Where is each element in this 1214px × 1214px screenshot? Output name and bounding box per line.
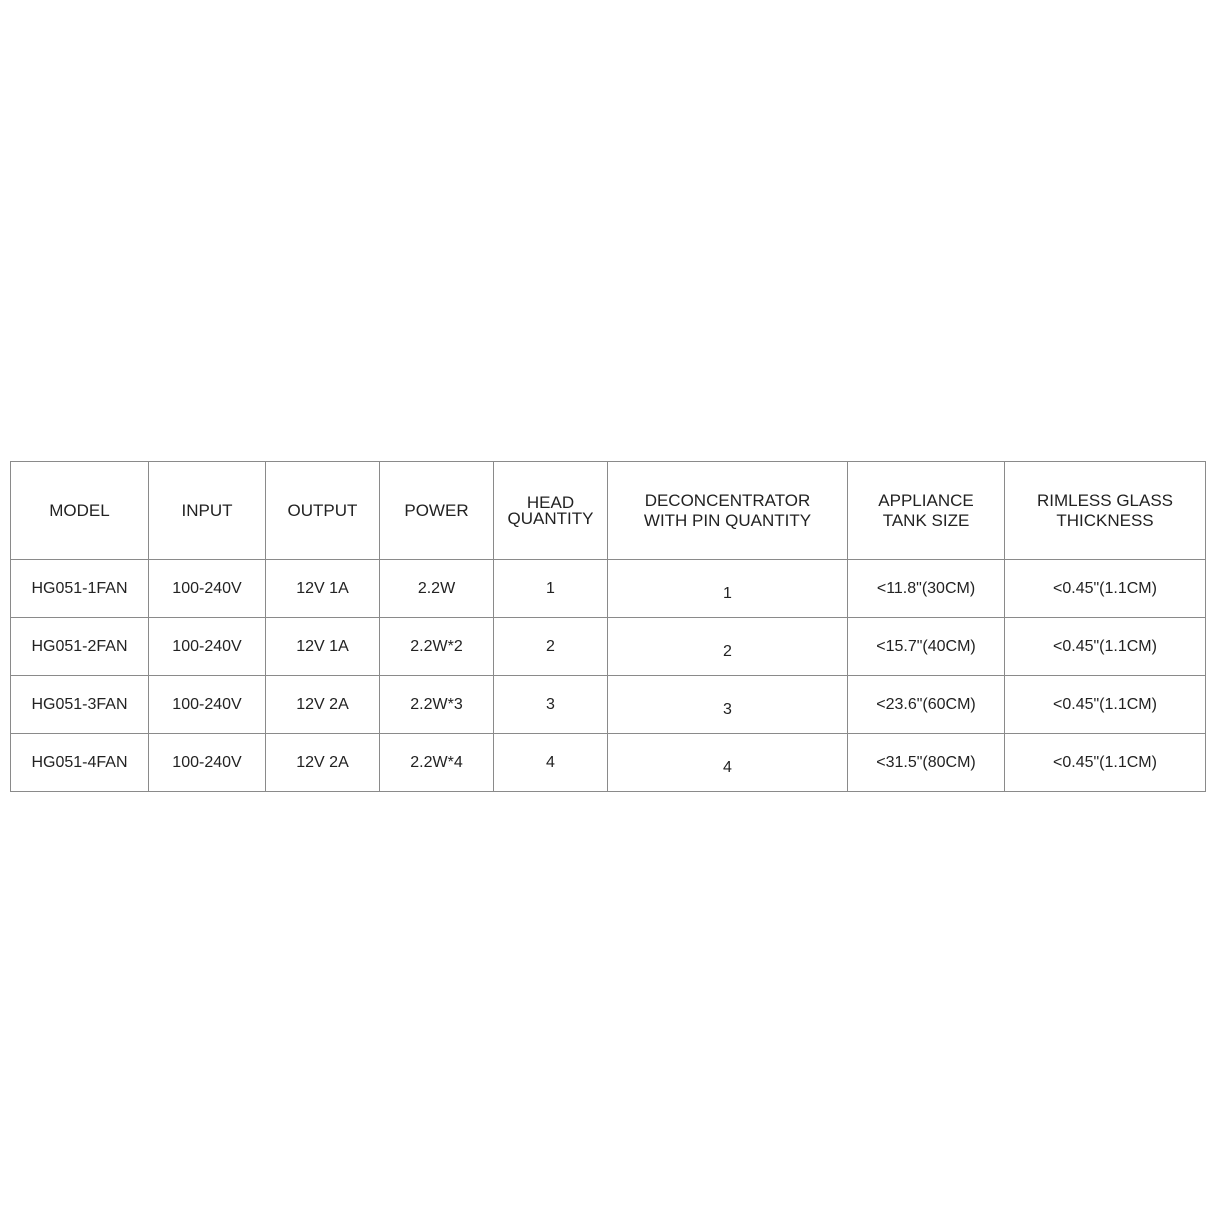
header-line: POWER [404, 500, 469, 520]
cell-output: 12V 2A [265, 675, 380, 734]
cell-rimless-glass-thickness: <0.45"(1.1CM) [1004, 559, 1206, 618]
cell-appliance-tank-size: <15.7"(40CM) [847, 617, 1005, 676]
cell-model: HG051-4FAN [10, 733, 149, 792]
cell-input: 100-240V [148, 733, 266, 792]
cell-input: 100-240V [148, 559, 266, 618]
header-line: MODEL [49, 500, 110, 520]
cell-power: 2.2W*2 [379, 617, 494, 676]
table-row: HG051-2FAN 100-240V 12V 1A 2.2W*2 2 2 <15.7"(4… [10, 617, 1206, 676]
header-output: OUTPUT [265, 461, 380, 560]
header-deconcentrator-pin-quantity: DECONCENTRATOR WITH PIN QUANTITY [607, 461, 848, 560]
cell-deconcentrator-pin-quantity: 4 [607, 733, 848, 792]
header-head-quantity: HEAD QUANTITY [493, 461, 608, 560]
header-power: POWER [379, 461, 494, 560]
header-line: OUTPUT [287, 500, 358, 520]
table-row: HG051-1FAN 100-240V 12V 1A 2.2W 1 1 <11.8"(30C… [10, 559, 1206, 618]
cell-head-quantity: 2 [493, 617, 608, 676]
cell-appliance-tank-size: <31.5"(80CM) [847, 733, 1005, 792]
cell-model: HG051-3FAN [10, 675, 149, 734]
header-input: INPUT [148, 461, 266, 560]
header-line: APPLIANCE [878, 490, 974, 510]
header-rimless-glass-thickness: RIMLESS GLASS THICKNESS [1004, 461, 1206, 560]
table-row: HG051-4FAN 100-240V 12V 2A 2.2W*4 4 4 <31.5"(8… [10, 733, 1206, 792]
cell-output: 12V 1A [265, 559, 380, 618]
cell-model: HG051-2FAN [10, 617, 149, 676]
cell-power: 2.2W*3 [379, 675, 494, 734]
cell-deconcentrator-pin-quantity: 3 [607, 675, 848, 734]
cell-rimless-glass-thickness: <0.45"(1.1CM) [1004, 617, 1206, 676]
header-line: TANK SIZE [882, 510, 970, 530]
cell-head-quantity: 3 [493, 675, 608, 734]
cell-head-quantity: 4 [493, 733, 608, 792]
cell-output: 12V 1A [265, 617, 380, 676]
header-appliance-tank-size: APPLIANCE TANK SIZE [847, 461, 1005, 560]
header-line: INPUT [181, 500, 233, 520]
cell-appliance-tank-size: <23.6"(60CM) [847, 675, 1005, 734]
header-line: QUANTITY [507, 508, 594, 528]
cell-input: 100-240V [148, 617, 266, 676]
spec-table: MODEL INPUT OUTPUT POWER HEAD QUANTITY DECONCE… [10, 461, 1206, 792]
header-row: MODEL INPUT OUTPUT POWER HEAD QUANTITY DECONCE… [10, 461, 1206, 560]
cell-head-quantity: 1 [493, 559, 608, 618]
header-line: DECONCENTRATOR [644, 490, 811, 510]
header-line: HEAD [526, 492, 575, 512]
cell-power: 2.2W*4 [379, 733, 494, 792]
header-line: THICKNESS [1056, 510, 1154, 530]
cell-deconcentrator-pin-quantity: 1 [607, 559, 848, 618]
header-line: WITH PIN QUANTITY [643, 510, 812, 530]
cell-power: 2.2W [379, 559, 494, 618]
cell-appliance-tank-size: <11.8"(30CM) [847, 559, 1005, 618]
cell-output: 12V 2A [265, 733, 380, 792]
table-row: HG051-3FAN 100-240V 12V 2A 2.2W*3 3 3 <23.6"(6… [10, 675, 1206, 734]
cell-rimless-glass-thickness: <0.45"(1.1CM) [1004, 733, 1206, 792]
cell-rimless-glass-thickness: <0.45"(1.1CM) [1004, 675, 1206, 734]
header-line: RIMLESS GLASS [1036, 490, 1174, 510]
cell-input: 100-240V [148, 675, 266, 734]
cell-deconcentrator-pin-quantity: 2 [607, 617, 848, 676]
header-model: MODEL [10, 461, 149, 560]
cell-model: HG051-1FAN [10, 559, 149, 618]
